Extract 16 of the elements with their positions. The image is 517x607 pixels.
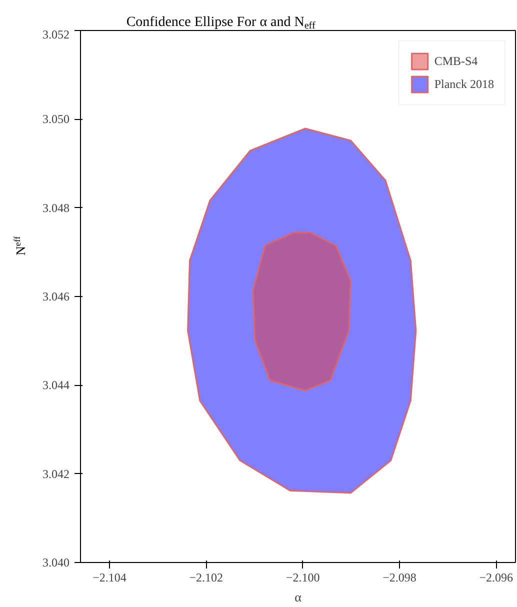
y-tick-label: 3.052 bbox=[42, 28, 70, 42]
x-axis-title: α bbox=[294, 590, 302, 604]
x-tick-label: −2.098 bbox=[382, 570, 416, 584]
y-tick-label: 3.046 bbox=[42, 290, 70, 304]
x-tick-label: −2.104 bbox=[92, 570, 126, 584]
legend-label: Planck 2018 bbox=[434, 76, 494, 92]
y-tick-label: 3.044 bbox=[42, 378, 70, 392]
legend-label: CMB-S4 bbox=[434, 54, 478, 68]
y-axis-title: Neff bbox=[12, 236, 28, 256]
y-tick-label: 3.040 bbox=[42, 556, 70, 570]
y-tick-label: 3.048 bbox=[42, 200, 70, 215]
x-tick-label: −2.096 bbox=[479, 570, 514, 584]
y-tick-label: 3.042 bbox=[42, 466, 70, 481]
x-tick-label: −2.100 bbox=[286, 570, 320, 584]
y-tick-label: 3.050 bbox=[42, 112, 70, 126]
x-tick-label: −2.102 bbox=[189, 570, 224, 584]
